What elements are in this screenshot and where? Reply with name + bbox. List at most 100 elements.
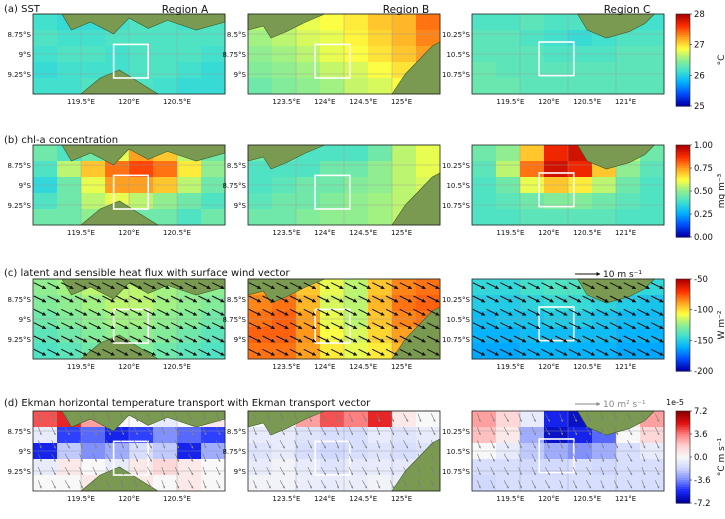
vector-arrow [198,335,211,343]
map-cell [640,459,665,476]
vector-arrow [307,440,312,449]
colorbar-tick-label: 1.00 [694,141,713,151]
colorbar-swatch [676,99,690,102]
vector-arrow [344,348,358,356]
colorbar-swatch [676,87,690,91]
map-cell [272,62,297,79]
vector-arrow [613,440,619,449]
map-cell [320,343,345,360]
vector-arrow [572,466,578,476]
vector-arrow [143,348,157,356]
vector-arrow [262,295,276,303]
x-tick-label: 121°E [615,363,636,371]
vector-arrow [330,282,344,290]
vector-arrow [596,322,609,330]
vector-arrow [330,322,344,330]
vector-arrow [654,426,660,436]
colorbar-swatch [676,447,690,451]
vector-arrow [133,466,139,476]
vector-arrow [500,282,513,290]
map-cell [544,177,569,194]
y-tick-label: 9°S [19,51,32,59]
map-cell [640,161,665,178]
vector-arrow [47,322,61,330]
vector-arrow [399,348,413,356]
vector-arrow [586,480,592,489]
vector-arrow [74,295,88,303]
map-cell [153,30,178,47]
y-tick-label: 9°S [234,468,247,476]
map-cell [57,443,82,460]
vector-arrow [120,426,125,436]
vector-arrow [294,413,298,422]
colorbar-tick-label: 0.0 [694,453,708,463]
vector-arrow [61,335,74,343]
map-cell [33,30,58,47]
vector-arrow [472,322,486,330]
vector-arrow [641,466,646,476]
vector-arrow [184,282,198,290]
map-cell [368,161,393,178]
vector-arrow [372,348,385,356]
vector-arrow [477,413,481,422]
vector-arrow [129,348,143,356]
map-cell [153,62,178,79]
vector-arrow [582,348,596,356]
region-title-a: Region A [162,4,209,16]
map-cell [344,46,369,63]
colorbar-unit-label: mg m⁻³ [717,173,725,208]
map-cell [153,78,178,95]
vector-arrow [294,426,298,436]
colorbar-swatch [676,313,690,317]
map-cell [296,46,321,63]
map-cell [320,209,345,226]
vector-arrow [344,322,358,330]
colorbar-swatch [676,41,690,45]
map-cell [201,62,226,79]
vector-arrow [541,348,554,356]
vector-arrow [403,440,409,449]
map-cell [33,14,58,31]
x-tick-label: 119.5°E [67,495,95,503]
vector-arrow [61,348,74,356]
vector-arrow [266,480,271,489]
map-cell [616,78,641,95]
vector-arrow [430,426,436,436]
y-tick-label: 9.25°S [7,202,31,210]
map-cell [592,177,617,194]
map-cell [81,193,106,210]
vector-arrow [376,480,381,489]
vector-arrow [582,282,596,290]
colorbar-swatch [676,50,690,54]
x-tick-label: 120.5°E [573,229,601,237]
map-cell [616,443,641,460]
vector-arrow [613,466,619,476]
colorbar-swatch [676,230,690,233]
map-cell [544,459,569,476]
vector-arrow [559,413,564,422]
vector-arrow [211,335,225,343]
vector-arrow [472,282,486,290]
vector-arrow [79,413,83,422]
y-tick-label: 10.5°S [446,448,470,456]
map-cell [368,78,393,95]
map-cell [616,193,641,210]
vector-arrow [88,348,102,356]
vector-arrow [559,440,564,449]
map-cell [201,46,226,63]
map-cell [568,443,593,460]
map-cell [153,209,178,226]
map-cell [344,145,369,162]
map-cell [33,411,58,428]
vector-arrow [544,480,550,489]
map-cell [368,443,393,460]
colorbar-tick-label: -100 [694,306,713,316]
colorbar-swatch [676,350,690,354]
vector-arrow [477,440,481,449]
vector-arrow [472,335,486,343]
vector-arrow [64,466,70,476]
vector-arrow [531,413,536,422]
vector-arrow [582,335,596,343]
map-cell [320,177,345,194]
map-cell [544,62,569,79]
